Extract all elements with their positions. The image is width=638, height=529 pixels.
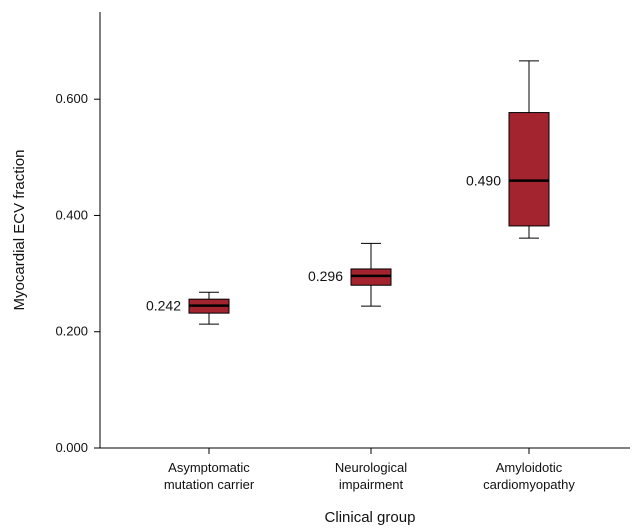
y-tick-label: 0.600 (55, 91, 88, 106)
x-tick-label-line: mutation carrier (164, 477, 255, 492)
y-axis-ticks: 0.000 0.200 0.400 0.600 (55, 91, 100, 455)
x-axis-ticks: Asymptomatic mutation carrier Neurological… (164, 448, 575, 492)
box-group: 0.296 (308, 242, 392, 307)
axes (99, 12, 630, 449)
x-axis-title: Clinical group (325, 509, 416, 526)
x-tick-label: Asymptomatic mutation carrier (164, 460, 255, 492)
data-label: 0.242 (146, 298, 181, 314)
x-tick-label-line: impairment (339, 477, 404, 492)
x-tick-label-line: Amyloidotic (496, 460, 563, 475)
data-label: 0.490 (466, 173, 501, 189)
y-tick-label: 0.200 (55, 324, 88, 339)
x-tick-label-line: Asymptomatic (168, 460, 250, 475)
box-iqr (508, 112, 550, 227)
boxes: 0.242 0.296 0.490 (146, 60, 550, 325)
y-tick-label: 0.400 (55, 207, 88, 222)
box-group: 0.490 (466, 60, 550, 239)
y-tick-label: 0.000 (55, 440, 88, 455)
x-tick-label: Amyloidotic cardiomyopathy (483, 460, 575, 492)
y-axis-title: Myocardial ECV fraction (11, 150, 28, 311)
x-tick-label: Neurological impairment (335, 460, 407, 492)
box-group: 0.242 (146, 291, 230, 325)
x-tick-label-line: Neurological (335, 460, 407, 475)
data-label: 0.296 (308, 268, 343, 284)
x-tick-label-line: cardiomyopathy (483, 477, 575, 492)
